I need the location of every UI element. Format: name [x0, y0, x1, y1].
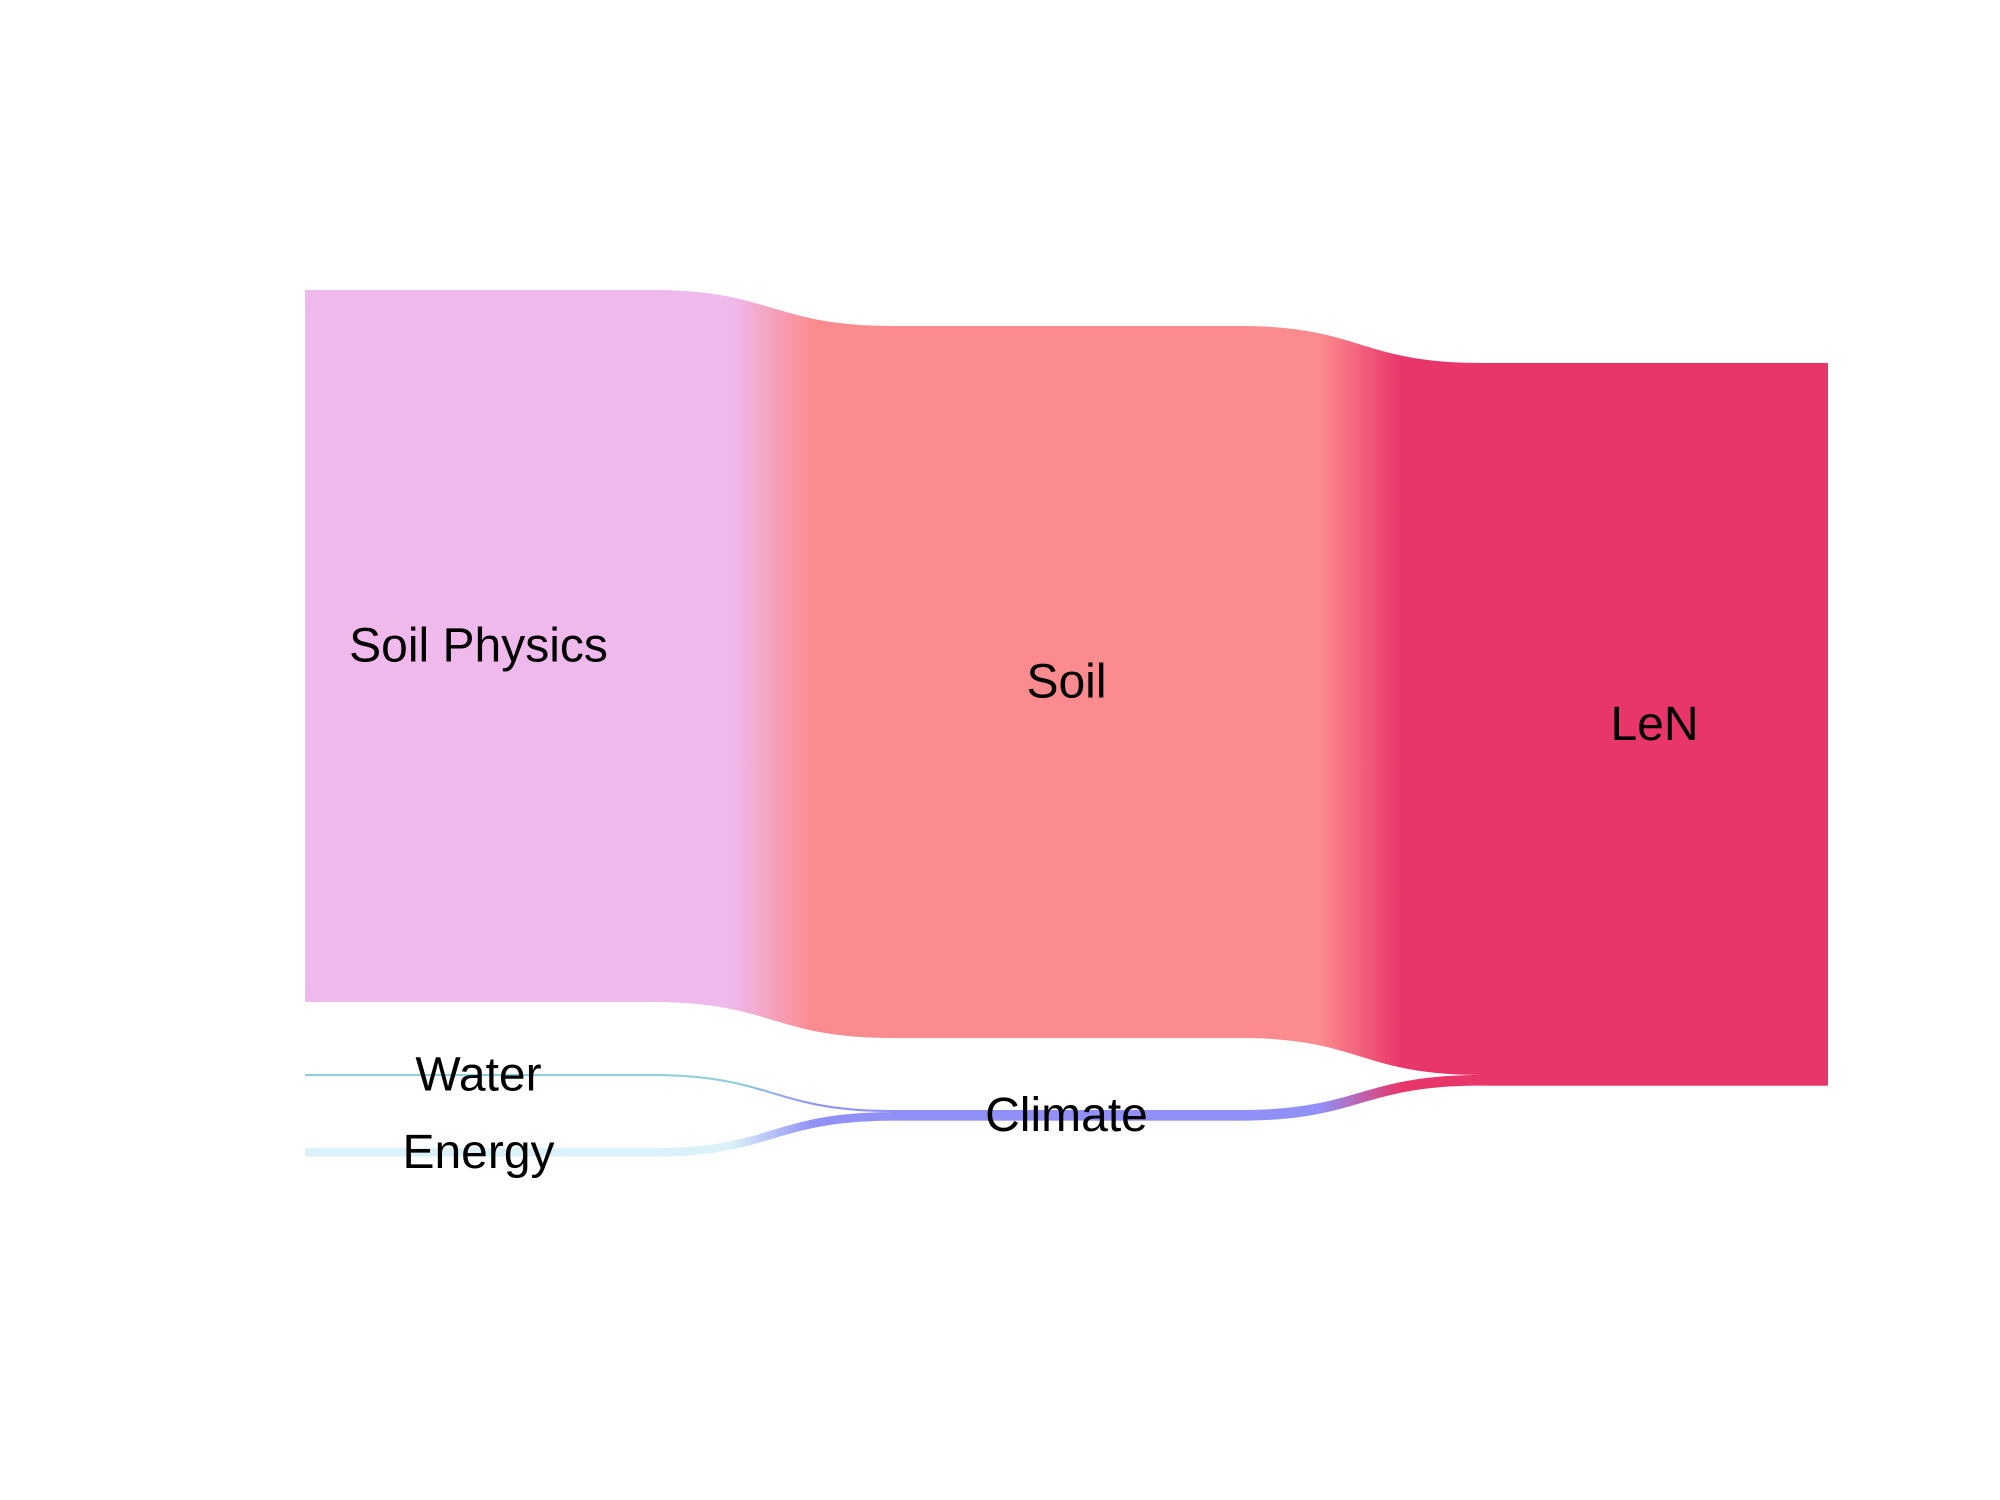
link-water-to-climate[interactable] [652, 1074, 893, 1113]
node-label-len: LeN [1610, 698, 1698, 751]
node-water[interactable] [305, 1074, 652, 1077]
labels-layer: Soil Physics Water Energy Soil Climate LeN [349, 620, 1698, 1179]
node-energy[interactable] [305, 1148, 652, 1157]
nodes-layer [305, 290, 1828, 1157]
link-energy-to-climate[interactable] [652, 1112, 893, 1157]
node-len[interactable] [1481, 363, 1828, 1086]
node-soil[interactable] [893, 326, 1240, 1038]
node-label-soil_physics: Soil Physics [349, 620, 608, 673]
node-climate[interactable] [893, 1110, 1240, 1121]
node-label-water: Water [415, 1049, 541, 1102]
node-label-soil: Soil [1026, 656, 1106, 709]
node-label-climate: Climate [985, 1089, 1148, 1142]
node-soil_physics[interactable] [305, 290, 652, 1002]
link-soil_physics-to-soil[interactable] [652, 290, 893, 1038]
links-layer [652, 290, 1481, 1157]
link-soil-to-len[interactable] [1240, 326, 1481, 1075]
link-climate-to-len[interactable] [1240, 1075, 1481, 1121]
node-label-energy: Energy [402, 1126, 554, 1179]
